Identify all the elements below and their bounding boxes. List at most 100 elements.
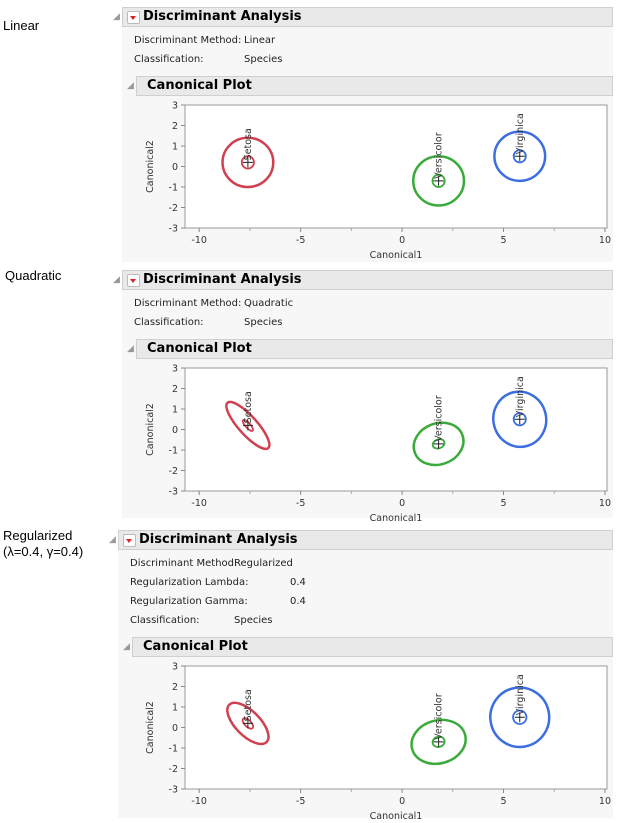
virginica-mean-marker	[514, 712, 525, 723]
plot-title: Canonical Plot	[147, 341, 252, 356]
y-tick-label: -1	[169, 183, 178, 194]
method-label: Linear	[3, 18, 39, 34]
versicolor-outer-ellipse	[410, 718, 467, 766]
x-tick-label: 5	[501, 796, 507, 807]
y-tick-label: 3	[172, 364, 178, 375]
virginica-inner-ellipse	[512, 709, 528, 725]
x-tick-label: -5	[296, 796, 305, 807]
x-axis-label: Canonical1	[370, 811, 423, 822]
disclosure-triangle-icon[interactable]: ◢	[113, 12, 120, 22]
x-tick-label: -5	[296, 235, 305, 246]
plot-frame	[184, 104, 608, 229]
plot-title: Canonical Plot	[147, 78, 252, 93]
x-tick-label: -10	[191, 796, 207, 807]
canonical-plot-header[interactable]: ◢ Canonical Plot	[127, 76, 613, 96]
virginica-mean-marker	[514, 151, 525, 162]
canonical-plot-header[interactable]: ◢ Canonical Plot	[127, 339, 613, 359]
x-axis-label: Canonical1	[370, 250, 423, 261]
discriminant-analysis-panel: ◢ Discriminant Analysis Discriminant Metho…	[113, 7, 613, 262]
x-tick-label: 0	[399, 498, 405, 509]
y-tick-label: 3	[172, 662, 178, 673]
outline-header[interactable]: ◢ Discriminant Analysis	[113, 7, 613, 27]
report-row-value: Regularized	[234, 558, 293, 569]
report-row-label: Discriminant Method:	[130, 558, 238, 569]
versicolor-mean-marker	[433, 175, 444, 186]
method-label: Quadratic	[5, 268, 61, 284]
report-row-value: Linear	[244, 35, 276, 46]
setosa-mean-marker	[242, 157, 253, 168]
y-tick-label: 1	[172, 405, 178, 416]
report-row-value: Species	[244, 317, 283, 328]
report-row-label: Classification:	[134, 317, 204, 328]
versicolor-label: Versicolor	[434, 693, 445, 740]
versicolor-label: Versicolor	[434, 395, 445, 442]
virginica-label: Virginica	[515, 376, 526, 417]
versicolor-inner-ellipse	[431, 735, 446, 748]
disclosure-triangle-icon[interactable]: ◢	[123, 642, 130, 652]
virginica-inner-ellipse	[512, 149, 527, 164]
y-tick-label: -1	[169, 744, 178, 755]
setosa-outer-ellipse	[225, 400, 271, 451]
disclosure-triangle-icon[interactable]: ◢	[127, 81, 134, 91]
y-axis-label: Canonical2	[145, 403, 156, 456]
setosa-label: Setosa	[243, 391, 254, 423]
disclosure-triangle-icon[interactable]: ◢	[109, 535, 116, 545]
virginica-inner-ellipse	[512, 412, 527, 427]
report-row-label: Classification:	[134, 54, 204, 65]
versicolor-inner-ellipse	[431, 438, 446, 450]
y-tick-label: 1	[172, 703, 178, 714]
y-tick-label: -2	[169, 203, 178, 214]
virginica-outer-ellipse	[489, 686, 551, 749]
plot-frame	[184, 665, 608, 790]
outline-title: Discriminant Analysis	[143, 9, 302, 24]
versicolor-outer-ellipse	[411, 155, 466, 207]
y-tick-label: -3	[169, 785, 178, 796]
red-triangle-menu-icon[interactable]	[123, 534, 136, 547]
red-triangle-menu-icon[interactable]	[127, 274, 140, 287]
x-tick-label: 5	[501, 498, 507, 509]
x-tick-label: 10	[599, 235, 611, 246]
outline-header[interactable]: ◢ Discriminant Analysis	[109, 530, 613, 550]
method-params: (λ=0.4, γ=0.4)	[3, 544, 84, 559]
x-tick-label: -10	[191, 235, 207, 246]
x-tick-label: 10	[599, 498, 611, 509]
y-tick-label: -3	[169, 487, 178, 498]
y-tick-label: -2	[169, 466, 178, 477]
virginica-label: Virginica	[515, 674, 526, 715]
y-axis-label: Canonical2	[145, 140, 156, 193]
x-tick-label: -5	[296, 498, 305, 509]
discriminant-analysis-panel: ◢ Discriminant Analysis Discriminant Metho…	[109, 530, 613, 822]
disclosure-triangle-icon[interactable]: ◢	[113, 275, 120, 285]
report-row-value: 0.4	[290, 596, 306, 607]
method-label: Regularized (λ=0.4, γ=0.4)	[3, 528, 83, 560]
y-tick-label: 0	[172, 425, 178, 436]
report-row-label: Discriminant Method:	[134, 35, 242, 46]
x-tick-label: 10	[599, 796, 611, 807]
report-row-label: Discriminant Method:	[134, 298, 242, 309]
setosa-label: Setosa	[243, 689, 254, 721]
setosa-mean-marker	[242, 718, 253, 729]
x-tick-label: 5	[501, 235, 507, 246]
setosa-mean-marker	[242, 420, 253, 431]
report-row-label: Regularization Gamma:	[130, 596, 248, 607]
plot-frame	[184, 367, 608, 492]
method-name: Regularized	[3, 528, 73, 543]
disclosure-triangle-icon[interactable]: ◢	[127, 344, 134, 354]
outline-title: Discriminant Analysis	[139, 532, 298, 547]
y-tick-label: 2	[172, 682, 178, 693]
red-triangle-menu-icon[interactable]	[127, 11, 140, 24]
virginica-outer-ellipse	[493, 130, 547, 183]
virginica-outer-ellipse	[492, 390, 548, 449]
y-tick-label: -2	[169, 764, 178, 775]
canonical-plot-header[interactable]: ◢ Canonical Plot	[123, 637, 613, 657]
outline-header[interactable]: ◢ Discriminant Analysis	[113, 270, 613, 290]
y-tick-label: 1	[172, 142, 178, 153]
plot-title: Canonical Plot	[143, 639, 248, 654]
x-tick-label: -10	[191, 498, 207, 509]
report-row-value: 0.4	[290, 577, 306, 588]
versicolor-inner-ellipse	[431, 173, 446, 188]
report-row-value: Quadratic	[244, 298, 294, 309]
